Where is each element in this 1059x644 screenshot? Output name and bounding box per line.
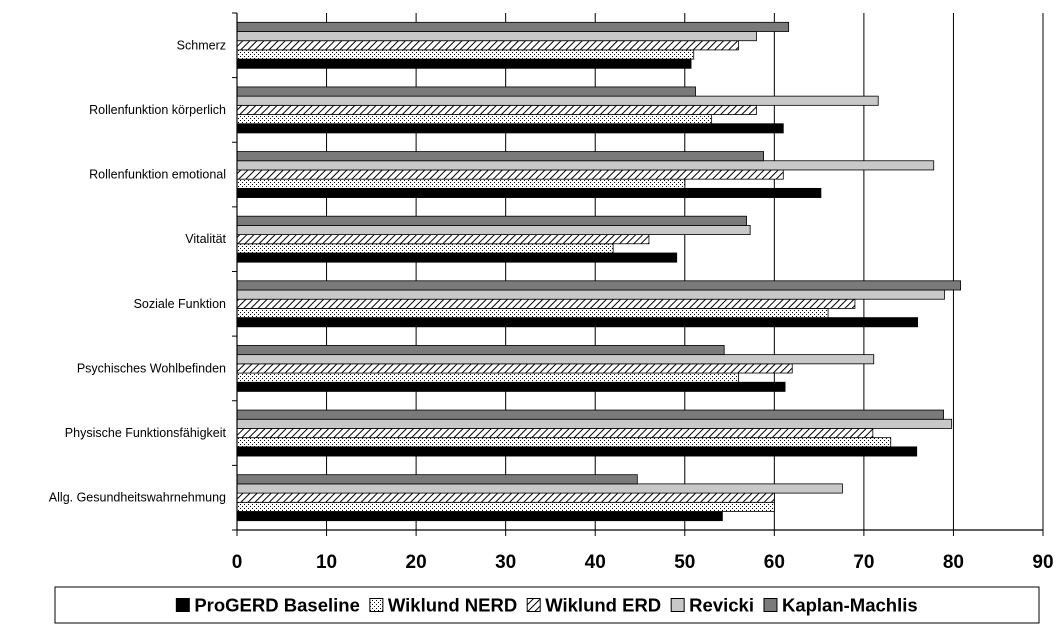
- bar-wiklund-erd-0: [236, 40, 739, 51]
- x-axis: 0 10 20 30 40 50 60 70 80 90: [232, 529, 1054, 573]
- x-tick-label-70: 70: [853, 552, 874, 573]
- bar-wiklund-nerd-7: [236, 501, 775, 512]
- bar-progerd-baseline-0: [236, 58, 692, 69]
- category-label-0: Schmerz: [177, 38, 226, 52]
- legend-label-wiklund-erd: Wiklund ERD: [545, 595, 661, 616]
- bar-wiklund-nerd-1: [236, 114, 713, 125]
- legend-label-kaplan-machlis: Kaplan-Machlis: [782, 595, 918, 616]
- bar-revicki-3: [236, 224, 751, 235]
- legend-swatch-progerd-baseline: [175, 598, 190, 612]
- x-tick-label-30: 30: [495, 552, 516, 573]
- bar-kaplan-machlis-2: [236, 151, 764, 162]
- category-label-5: Psychisches Wohlbefinden: [77, 361, 226, 375]
- x-tick-label-50: 50: [674, 552, 695, 573]
- bar-progerd-baseline-5: [236, 381, 786, 392]
- bar-wiklund-nerd-0: [236, 49, 695, 60]
- bar-kaplan-machlis-3: [236, 215, 747, 226]
- bar-wiklund-erd-2: [236, 169, 784, 180]
- bar-kaplan-machlis-6: [236, 409, 944, 420]
- bar-kaplan-machlis-1: [236, 86, 696, 97]
- bar-wiklund-nerd-3: [236, 243, 614, 254]
- category-label-1: Rollenfunktion körperlich: [89, 103, 226, 117]
- bar-progerd-baseline-7: [236, 511, 723, 522]
- legend-label-progerd-baseline: ProGERD Baseline: [194, 595, 360, 616]
- bar-wiklund-erd-3: [236, 234, 650, 245]
- bar-progerd-baseline-6: [236, 446, 918, 457]
- category-label-2: Rollenfunktion emotional: [89, 168, 226, 182]
- x-tick-label-60: 60: [764, 552, 785, 573]
- x-tick-label-0: 0: [232, 552, 243, 573]
- category-label-3: Vitalität: [185, 232, 226, 246]
- bar-revicki-2: [236, 160, 935, 171]
- legend-label-revicki: Revicki: [689, 595, 754, 616]
- bar-progerd-baseline-4: [236, 317, 919, 328]
- legend-label-wiklund-nerd: Wiklund NERD: [388, 595, 517, 616]
- legend-swatch-wiklund-erd: [526, 598, 541, 612]
- bar-wiklund-erd-7: [236, 492, 775, 503]
- legend-swatch-wiklund-nerd: [369, 598, 384, 612]
- bar-wiklund-nerd-6: [236, 437, 892, 448]
- y-axis: Schmerz Rollenfunktion körperlich Rollenfu…: [49, 12, 238, 531]
- bar-wiklund-erd-4: [236, 298, 856, 309]
- bar-progerd-baseline-1: [236, 123, 784, 134]
- legend-box: [54, 586, 1040, 624]
- bar-kaplan-machlis-4: [236, 280, 962, 291]
- legend-swatch-revicki: [670, 598, 685, 612]
- bar-wiklund-erd-5: [236, 363, 793, 374]
- bar-wiklund-nerd-2: [236, 178, 686, 189]
- bar-wiklund-erd-1: [236, 104, 757, 115]
- legend-swatch-kaplan-machlis: [763, 598, 778, 612]
- x-tick-label-40: 40: [585, 552, 606, 573]
- bar-progerd-baseline-3: [236, 252, 678, 263]
- x-tick-label-10: 10: [316, 552, 337, 573]
- bar-wiklund-nerd-4: [236, 308, 829, 319]
- bar-revicki-4: [236, 289, 945, 300]
- bar-kaplan-machlis-7: [236, 474, 638, 485]
- bar-revicki-5: [236, 354, 875, 365]
- bar-revicki-7: [236, 483, 843, 494]
- legend: ProGERD Baseline Wiklund NERD Wiklund ERD R…: [54, 586, 1040, 624]
- category-label-7: Allg. Gesundheitswahrnehmung: [49, 491, 226, 505]
- x-tick-label-90: 90: [1032, 552, 1053, 573]
- bar-revicki-0: [236, 31, 757, 42]
- bar-wiklund-nerd-5: [236, 372, 739, 383]
- bar-kaplan-machlis-0: [236, 21, 790, 32]
- x-tick-label-20: 20: [406, 552, 427, 573]
- category-label-4: Soziale Funktion: [134, 297, 226, 311]
- category-label-6: Physische Funktionsfähigkeit: [65, 426, 227, 440]
- bar-revicki-1: [236, 95, 879, 106]
- bar-progerd-baseline-2: [236, 187, 822, 198]
- bar-kaplan-machlis-5: [236, 345, 725, 356]
- x-tick-label-80: 80: [943, 552, 964, 573]
- bar-revicki-6: [236, 418, 953, 429]
- plot-area: [236, 13, 1044, 530]
- bar-wiklund-erd-6: [236, 428, 874, 439]
